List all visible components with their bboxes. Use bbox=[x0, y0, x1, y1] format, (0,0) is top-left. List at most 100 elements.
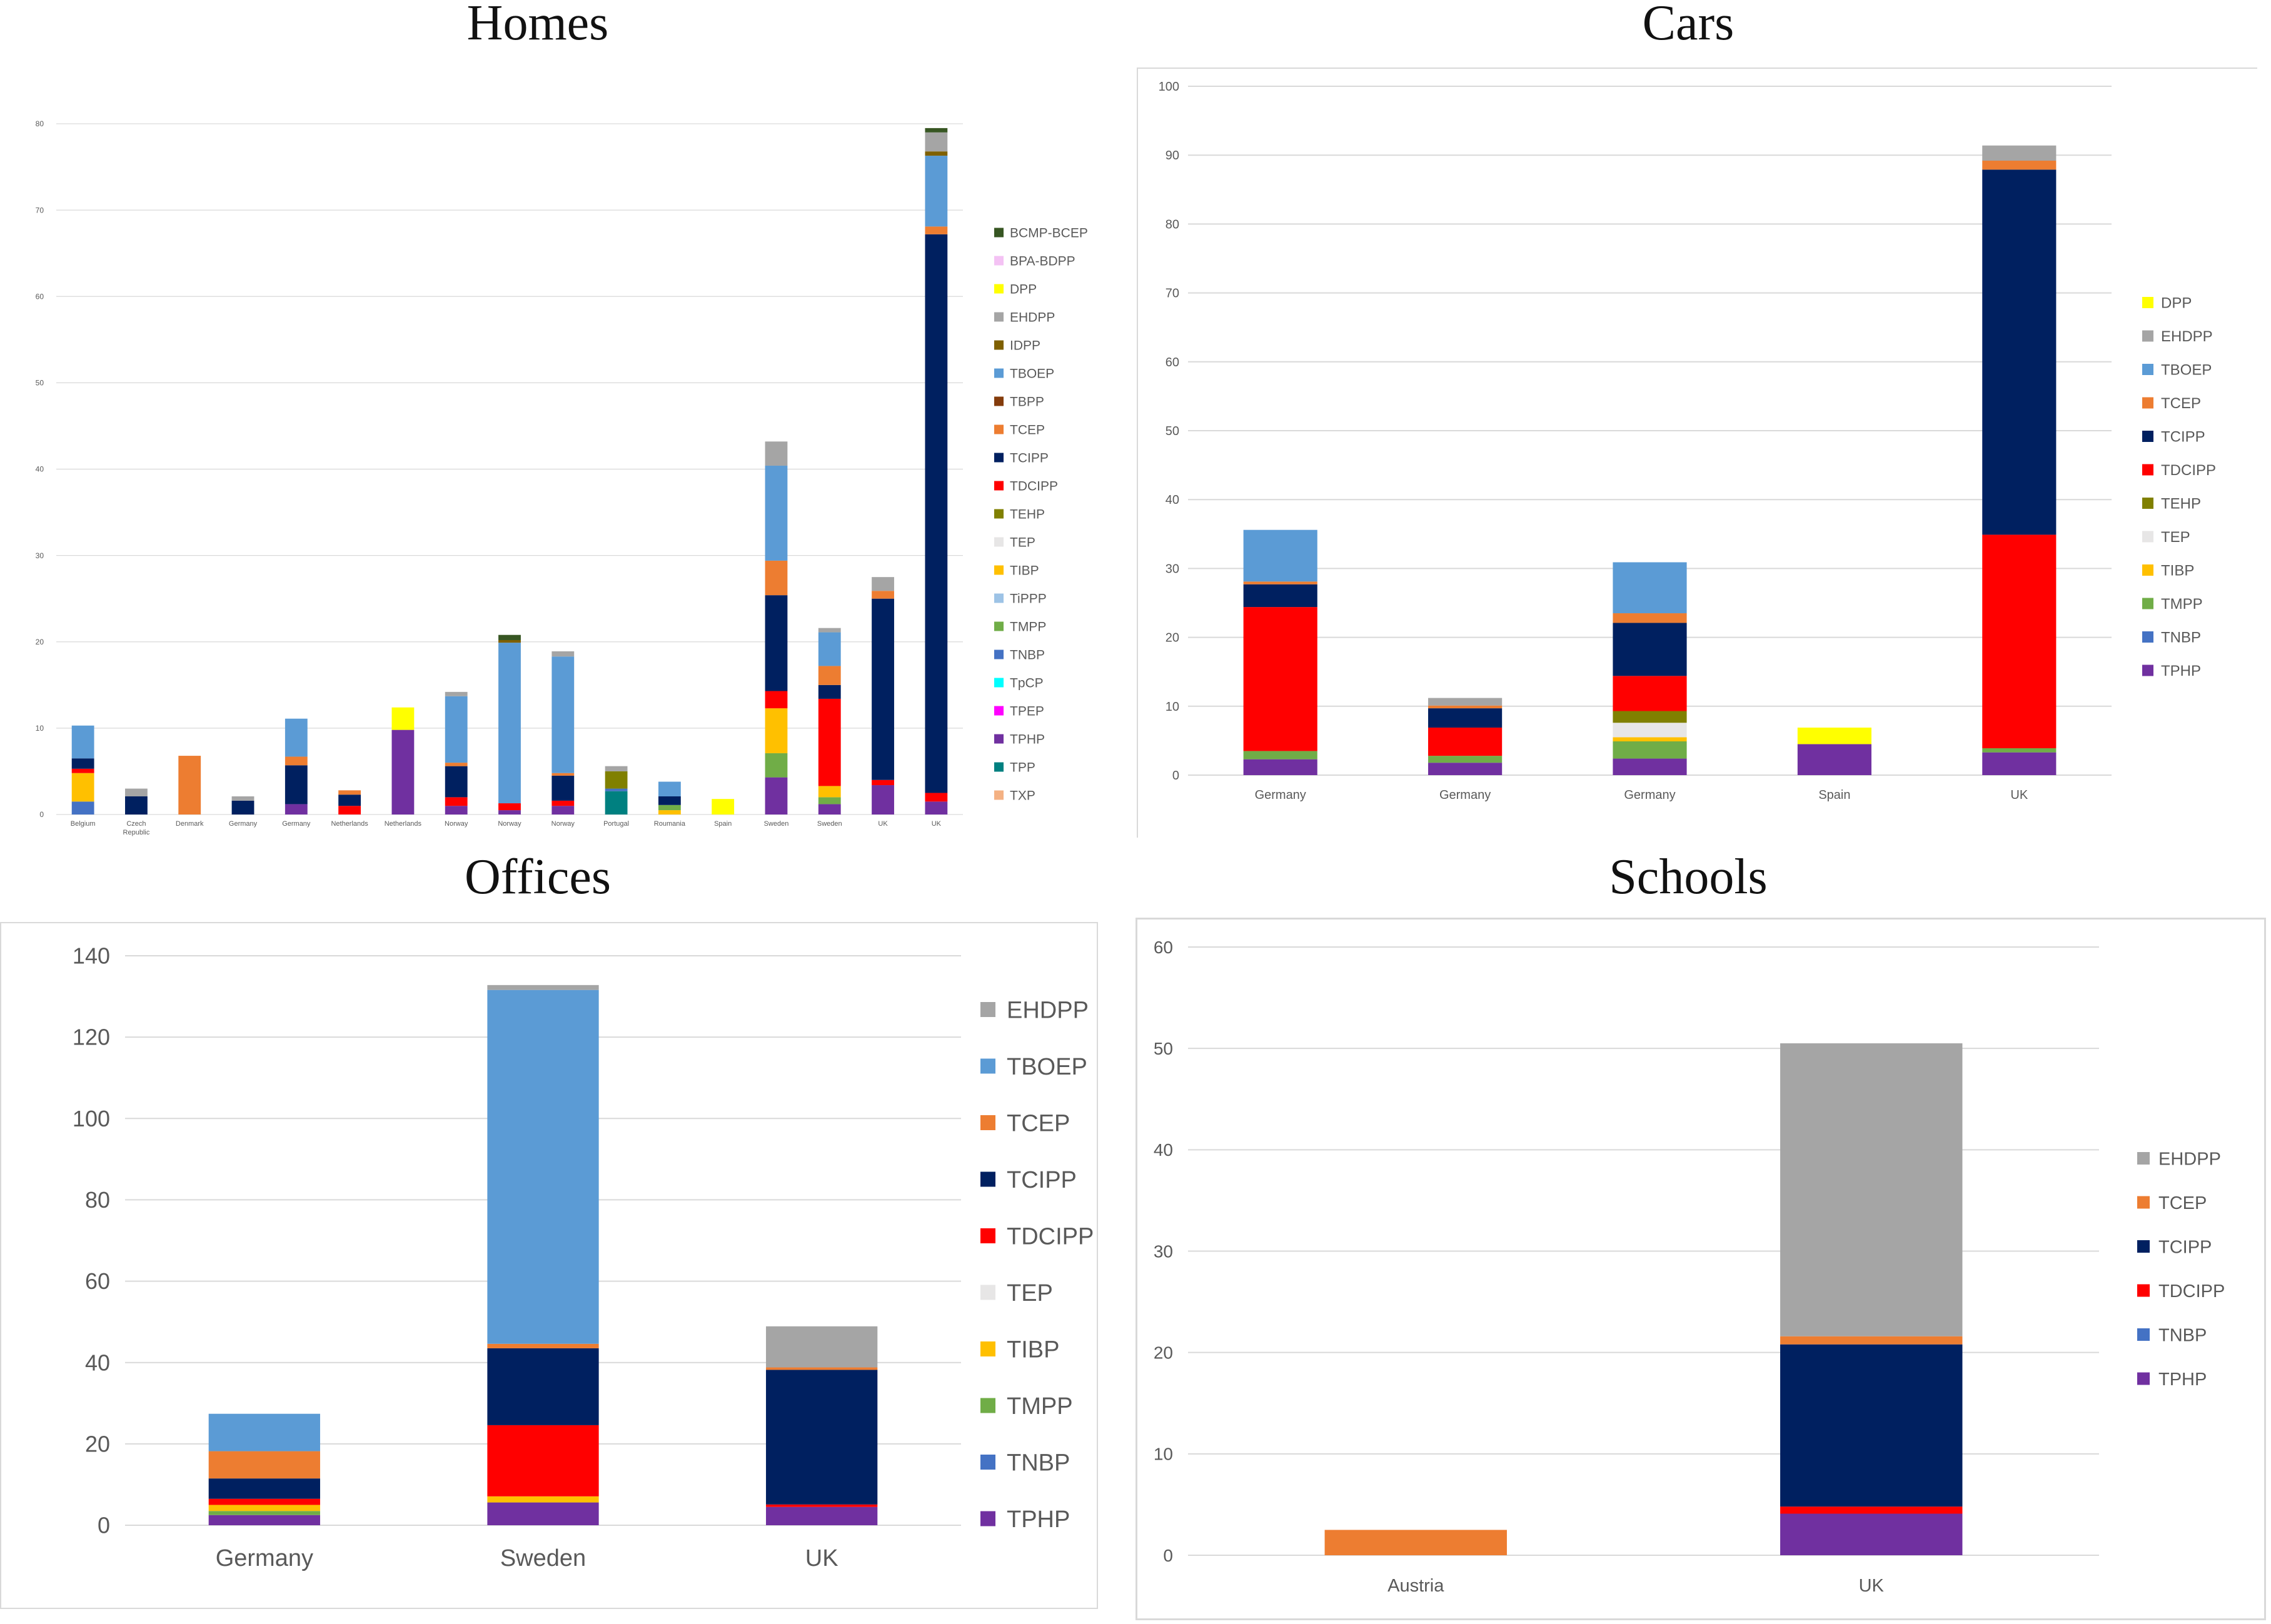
cars-y-tick-label: 70 bbox=[1166, 287, 1179, 301]
offices-y-tick-label: 60 bbox=[85, 1268, 110, 1294]
schools-legend-label: EHDPP bbox=[2158, 1149, 2221, 1169]
homes-legend-label: BPA-BDPP bbox=[1010, 254, 1075, 269]
cars-legend-label: TCIPP bbox=[2161, 429, 2205, 446]
cars-bar-dpp bbox=[1797, 727, 1871, 744]
cars-bar-tibp bbox=[1613, 737, 1687, 742]
cars-legend-label: DPP bbox=[2161, 295, 2192, 312]
homes-bar-tcep bbox=[338, 790, 361, 795]
offices-bar-tibp bbox=[487, 1496, 599, 1503]
cars-bar-tcipp bbox=[1243, 584, 1317, 608]
homes-legend-swatch-dpp bbox=[994, 284, 1004, 294]
homes-legend-label: IDPP bbox=[1010, 339, 1040, 353]
schools-bar-ehdpp bbox=[1780, 1043, 1963, 1336]
homes-bar-tcipp bbox=[71, 758, 94, 769]
offices-bar-tcep bbox=[208, 1451, 320, 1479]
homes-bar-tboep bbox=[71, 725, 94, 759]
homes-legend-swatch-tippp bbox=[994, 593, 1004, 603]
offices-legend-swatch-ehdpp bbox=[980, 1002, 995, 1017]
schools-legend-label: TNBP bbox=[2158, 1325, 2207, 1345]
schools-category-label: Austria bbox=[1387, 1576, 1444, 1596]
homes-bar-tibp bbox=[765, 708, 788, 753]
homes-legend-label: TPHP bbox=[1010, 733, 1045, 747]
cars-y-tick-label: 40 bbox=[1166, 493, 1179, 507]
cars-y-tick-label: 60 bbox=[1166, 356, 1179, 369]
schools-panel-frame bbox=[1136, 918, 2266, 1620]
homes-category-label: Sweden bbox=[817, 820, 842, 828]
cars-legend-label: TIBP bbox=[2161, 563, 2194, 579]
homes-legend-swatch-tpp bbox=[994, 762, 1004, 772]
cars-bar-tcipp bbox=[1428, 708, 1503, 728]
schools-legend-label: TCIPP bbox=[2158, 1237, 2212, 1257]
cars-bar-tphp bbox=[1797, 744, 1871, 775]
offices-legend-swatch-tcep bbox=[980, 1115, 995, 1130]
offices-legend-label: TDCIPP bbox=[1007, 1224, 1094, 1250]
homes-legend-label: TBPP bbox=[1010, 395, 1044, 409]
homes-bar-ehdpp bbox=[551, 651, 575, 657]
schools-legend-swatch-tphp bbox=[2137, 1372, 2150, 1385]
homes-bar-tdcipp bbox=[765, 691, 788, 709]
homes-category-label: UK bbox=[932, 820, 942, 828]
homes-legend-label: EHDPP bbox=[1010, 311, 1055, 325]
cars-bar-tphp bbox=[1982, 752, 2057, 775]
homes-legend-label: TEHP bbox=[1010, 508, 1045, 522]
homes-legend-label: TDCIPP bbox=[1010, 479, 1058, 494]
homes-bar-tcep bbox=[551, 773, 575, 776]
schools-y-tick-label: 10 bbox=[1154, 1445, 1173, 1464]
homes-bar-tpp bbox=[605, 791, 628, 815]
homes-legend-label: TBOEP bbox=[1010, 367, 1054, 381]
offices-y-tick-label: 20 bbox=[85, 1431, 110, 1456]
cars-bar-tmpp bbox=[1428, 756, 1503, 763]
cars-bar-tphp bbox=[1428, 763, 1503, 775]
offices-legend-swatch-tcipp bbox=[980, 1171, 995, 1187]
offices-y-tick-label: 120 bbox=[73, 1025, 110, 1050]
homes-y-tick-label: 0 bbox=[39, 810, 44, 819]
offices-bar-tcipp bbox=[766, 1370, 878, 1505]
cars-bar-tmpp bbox=[1243, 751, 1317, 759]
homes-bar-tphp bbox=[765, 777, 788, 815]
homes-bar-ehdpp bbox=[872, 577, 894, 591]
schools-y-tick-label: 40 bbox=[1154, 1140, 1173, 1160]
cars-category-label: Germany bbox=[1255, 788, 1306, 802]
homes-bar-tcipp bbox=[551, 775, 575, 801]
schools-legend-swatch-tnbp bbox=[2137, 1328, 2150, 1341]
homes-bar-tphp bbox=[391, 729, 415, 815]
homes-bar-tphp bbox=[872, 785, 894, 815]
offices-legend-swatch-tnbp bbox=[980, 1455, 995, 1470]
homes-bar-tnbp bbox=[605, 788, 628, 791]
homes-legend-swatch-tcipp bbox=[994, 453, 1004, 463]
schools-legend-label: TCEP bbox=[2158, 1193, 2207, 1213]
homes-bar-tmpp bbox=[658, 804, 681, 811]
homes-legend-label: TNBP bbox=[1010, 648, 1045, 663]
homes-legend-label: TPEP bbox=[1010, 704, 1044, 719]
homes-bar-bcmp-bcep bbox=[498, 634, 521, 640]
homes-legend-swatch-tpep bbox=[994, 706, 1004, 716]
cars-legend-swatch-tcipp bbox=[2142, 431, 2153, 442]
homes-bar-tcipp bbox=[818, 684, 841, 699]
offices-bar-tdcipp bbox=[766, 1504, 878, 1507]
homes-bar-tcipp bbox=[445, 766, 468, 798]
homes-bar-tboep bbox=[551, 656, 575, 773]
offices-bar-tcipp bbox=[487, 1348, 599, 1425]
schools-bar-tcipp bbox=[1780, 1344, 1963, 1507]
homes-legend-swatch-tep bbox=[994, 537, 1004, 547]
cars-legend-swatch-ehdpp bbox=[2142, 330, 2153, 342]
cars-bar-tmpp bbox=[1982, 748, 2057, 753]
homes-bar-tcipp bbox=[338, 794, 361, 806]
homes-bar-tcipp bbox=[925, 234, 948, 793]
homes-legend-swatch-txp bbox=[994, 790, 1004, 800]
cars-bar-tcep bbox=[1243, 581, 1317, 584]
homes-legend-swatch-tbpp bbox=[994, 396, 1004, 406]
cars-legend-swatch-tphp bbox=[2142, 664, 2153, 676]
schools-y-tick-label: 0 bbox=[1163, 1546, 1173, 1565]
homes-bar-tibp bbox=[818, 786, 841, 798]
homes-bar-tcipp bbox=[872, 598, 894, 780]
homes-bar-tcipp bbox=[231, 800, 254, 815]
homes-bar-idpp bbox=[498, 639, 521, 643]
homes-bar-tehp bbox=[605, 771, 628, 789]
offices-bar-tdcipp bbox=[487, 1425, 599, 1496]
schools-y-tick-label: 20 bbox=[1154, 1343, 1173, 1362]
cars-legend-label: EHDPP bbox=[2161, 328, 2213, 345]
offices-bar-tibp bbox=[208, 1505, 320, 1511]
cars-y-tick-label: 0 bbox=[1172, 769, 1179, 783]
homes-bar-tdcipp bbox=[818, 698, 841, 786]
